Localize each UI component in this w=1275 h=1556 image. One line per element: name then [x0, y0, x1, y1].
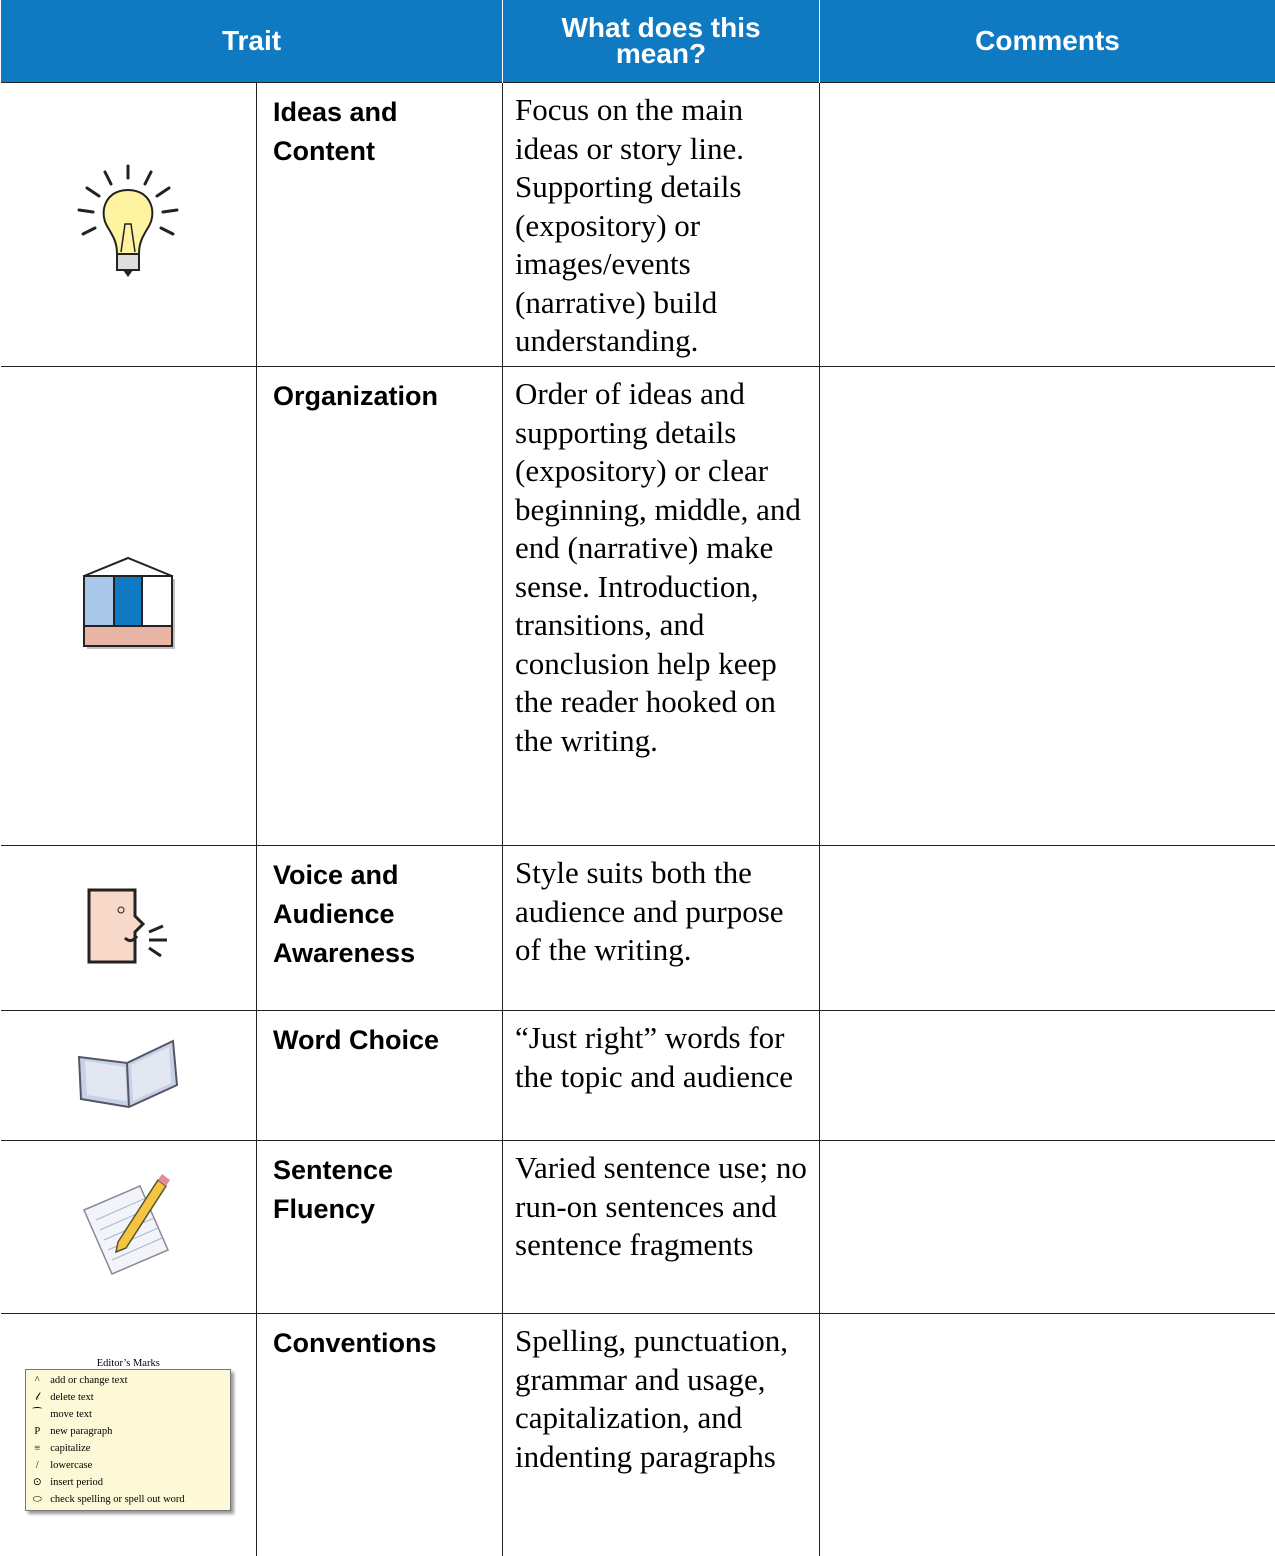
header-row: Trait What does this mean? Comments [1, 0, 1275, 83]
trait-name: Conventions [257, 1314, 503, 1556]
trait-meaning: Style suits both the audience and purpos… [503, 846, 820, 1011]
mark-label: new paragraph [50, 1423, 112, 1440]
comments-cell [820, 367, 1275, 846]
mark-symbol: ⊙ [30, 1474, 44, 1491]
mark-label: capitalize [50, 1440, 90, 1457]
trait-meaning: Spelling, punctuation, grammar and usage… [503, 1314, 820, 1556]
editors-marks-box: ^ add or change text 𝓁 delete text ⁀ move tex… [25, 1369, 231, 1511]
icon-cell [1, 1141, 257, 1314]
editors-mark: ≡ capitalize [30, 1440, 226, 1457]
trait-name: Word Choice [257, 1011, 503, 1141]
comments-cell [820, 1141, 1275, 1314]
comments-cell [820, 83, 1275, 367]
trait-meaning: Focus on the main ideas or story line. S… [503, 83, 820, 367]
mark-label: add or change text [50, 1372, 127, 1389]
mark-symbol: ^ [30, 1372, 44, 1389]
mark-label: insert period [50, 1474, 103, 1491]
editors-mark: ⬭ check spelling or spell out word [30, 1491, 226, 1508]
editors-mark: ^ add or change text [30, 1372, 226, 1389]
icon-cell [1, 846, 257, 1011]
trait-meaning: Order of ideas and supporting details (e… [503, 367, 820, 846]
table-row: Word Choice“Just right” words for the to… [1, 1011, 1275, 1141]
mark-symbol: ⁀ [30, 1406, 44, 1423]
editors-marks-title: Editor’s Marks [25, 1358, 231, 1369]
trait-name: Organization [257, 367, 503, 846]
editors-mark: 𝓁 delete text [30, 1389, 226, 1406]
trait-name: Ideas and Content [257, 83, 503, 367]
trait-name: Voice and Audience Awareness [257, 846, 503, 1011]
header-cell: Comments [820, 0, 1275, 83]
mark-label: move text [50, 1406, 92, 1423]
mark-label: delete text [50, 1389, 93, 1406]
mark-symbol: 𝓁 [30, 1389, 44, 1406]
icon-cell [1, 367, 257, 846]
mark-symbol: P [30, 1423, 44, 1440]
trait-meaning: “Just right” words for the topic and aud… [503, 1011, 820, 1141]
mark-label: check spelling or spell out word [50, 1491, 184, 1508]
editors-mark: ⁀ move text [30, 1406, 226, 1423]
mark-label: lowercase [50, 1457, 92, 1474]
mark-symbol: ≡ [30, 1440, 44, 1457]
trait-name: Sentence Fluency [257, 1141, 503, 1314]
icon-cell [1, 83, 257, 367]
icon-cell [1, 1011, 257, 1141]
header-cell: What does this mean? [503, 0, 820, 83]
mark-symbol: ⬭ [30, 1491, 44, 1508]
editors-mark: ⊙ insert period [30, 1474, 226, 1491]
comments-cell [820, 1314, 1275, 1556]
comments-cell [820, 846, 1275, 1011]
trait-meaning: Varied sentence use; no run-on sentences… [503, 1141, 820, 1314]
comments-cell [820, 1011, 1275, 1141]
editors-mark: / lowercase [30, 1457, 226, 1474]
mark-symbol: / [30, 1457, 44, 1474]
header-cell: Trait [1, 0, 503, 83]
